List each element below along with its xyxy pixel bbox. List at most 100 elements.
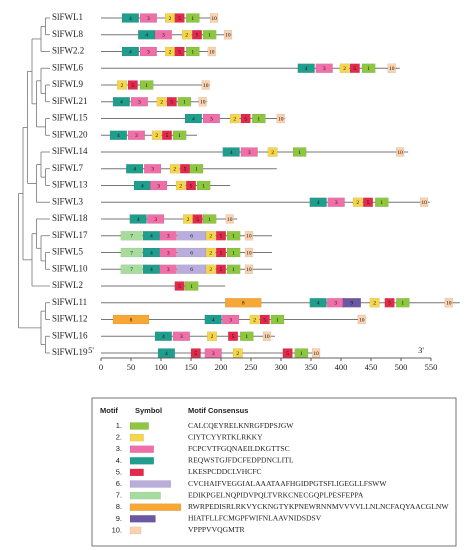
motif-number: 5 (196, 217, 199, 223)
motif-box (161, 130, 172, 140)
motif-number: 5 (178, 284, 181, 290)
motif-number: 10 (421, 200, 427, 206)
motif-number: 7 (130, 234, 133, 240)
motif-box (202, 30, 217, 40)
motif-number: 2 (179, 183, 182, 189)
motif-number: 1 (195, 167, 198, 173)
motif-symbol (129, 468, 144, 477)
motif-box (259, 314, 270, 325)
motif-number: 5 (220, 250, 223, 256)
motif-box (120, 264, 143, 274)
motif-number: 10 (264, 334, 270, 340)
tick-label: 350 (305, 362, 318, 372)
motif-label: 10. (112, 525, 122, 534)
motif-number: 2 (155, 133, 158, 139)
motif-number: 5 (220, 267, 223, 273)
motif-number: 8 (242, 301, 245, 307)
motif-number: 3 (138, 100, 141, 106)
motif-box (159, 264, 177, 274)
motif-box (174, 281, 185, 291)
motif-label: 3. (116, 444, 122, 453)
tick-label: 150 (185, 362, 198, 372)
motif-box (175, 180, 186, 191)
motif-number: 1 (245, 334, 248, 340)
motif-number: 1 (401, 301, 404, 307)
motif-number: 2 (233, 116, 236, 122)
motif-box (239, 331, 254, 341)
motif-number: 1 (202, 183, 205, 189)
motif-number: 4 (117, 133, 120, 139)
motif-number: 3 (162, 33, 165, 39)
motif-number: 2 (209, 267, 212, 273)
motif-box (189, 164, 204, 174)
motif-number: 10 (227, 217, 233, 223)
motif-box (420, 197, 429, 207)
motif-box (224, 298, 262, 308)
motif-box (190, 348, 201, 358)
motif-number: 4 (120, 100, 123, 106)
gene-name: SlFWL17 (52, 230, 88, 240)
motif-number: 4 (192, 116, 195, 122)
motif-number: 3 (212, 351, 215, 357)
motif-number: 3 (167, 267, 170, 273)
motif-number: 1 (300, 351, 303, 357)
motif-number: 4 (317, 301, 320, 307)
motif-number: 10 (397, 150, 403, 156)
motif-symbol (129, 526, 142, 535)
motif-number: 4 (162, 334, 165, 340)
motif-box (112, 97, 130, 107)
motif-consensus: HIATFLLFCMGPFWIFNLAAVNIDSDSV (188, 514, 322, 523)
motif-box (166, 97, 177, 107)
motif-box (309, 298, 327, 308)
motif-number: 5 (194, 351, 197, 357)
motif-box (174, 13, 185, 23)
motif-box (251, 113, 266, 124)
motif-number: 4 (305, 66, 308, 72)
motif-box (387, 63, 396, 73)
motif-box (202, 214, 217, 224)
motif-number: 4 (129, 16, 132, 22)
motif-number: 3 (135, 133, 138, 139)
motif-number: 6 (190, 267, 193, 273)
motif-number: 8 (130, 317, 133, 323)
motif-box (172, 130, 187, 140)
motif-box (192, 214, 203, 224)
motif-box (396, 298, 410, 308)
motif-box (339, 63, 350, 73)
legend-header: Symbol (135, 406, 162, 415)
motif-number: 1 (298, 150, 301, 156)
motif-number: 4 (165, 351, 168, 357)
motif-number: 5 (170, 100, 173, 106)
motif-box (215, 264, 226, 274)
gene-name: SlFWL3 (52, 196, 84, 206)
motif-number: 6 (190, 234, 193, 240)
motif-symbol (129, 491, 161, 500)
gene-name: SlFWL19 (52, 347, 88, 357)
motif-box (156, 97, 167, 107)
motif-number: 1 (183, 100, 186, 106)
motif-box (146, 214, 165, 224)
motif-number: 2 (373, 301, 376, 307)
motif-label: 7. (116, 491, 122, 500)
gene-name: SlFWL15 (52, 113, 88, 123)
motif-box (139, 80, 154, 90)
gene-name: SlFWL12 (52, 314, 88, 324)
gene-name: SlFWL7 (52, 163, 84, 173)
tick-label: 100 (155, 362, 168, 372)
motif-box (184, 113, 202, 124)
motif-number: 3 (334, 301, 337, 307)
motif-number: 9 (350, 301, 353, 307)
motif-consensus: REQWSTGJFDCFEDPDNCLITL (188, 456, 294, 465)
motif-box (227, 331, 238, 341)
motif-symbol (129, 480, 171, 488)
motif-number: 1 (178, 133, 181, 139)
motif-box (157, 348, 175, 358)
motif-box (312, 348, 321, 358)
motif-box (196, 180, 211, 191)
motif-box (149, 180, 168, 191)
gene-name: SlFWL1 (52, 12, 83, 22)
motif-number: 2 (211, 334, 214, 340)
motif-box (352, 197, 363, 207)
phylogenetic-tree (18, 17, 50, 354)
motif-number: 3 (229, 317, 232, 323)
